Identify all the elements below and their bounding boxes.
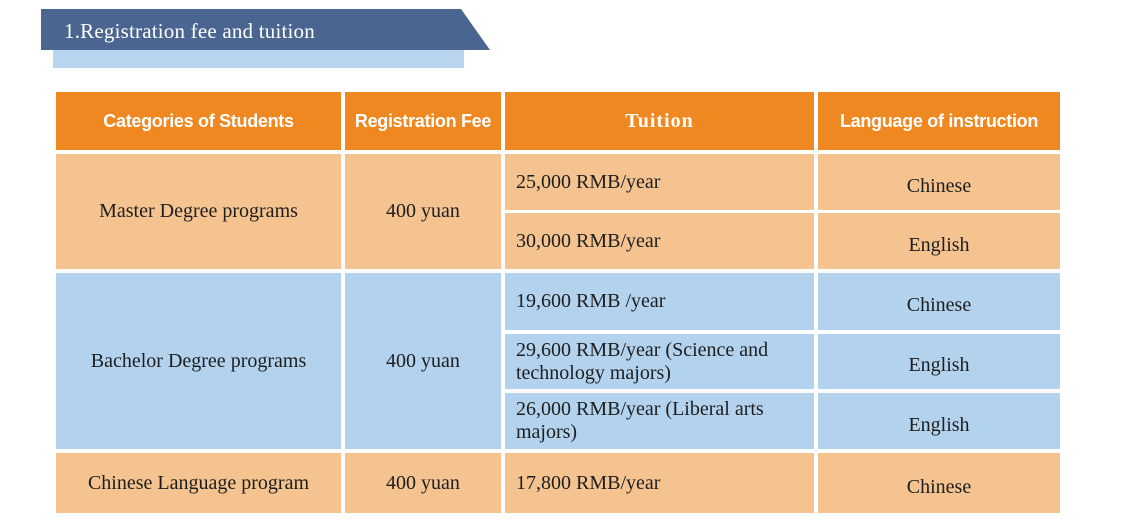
tuition-bachelor-science: 29,600 RMB/year (Science and technology …	[505, 334, 814, 389]
tuition-bachelor-liberal-arts: 26,000 RMB/year (Liberal arts majors)	[505, 393, 814, 449]
section-title: 1.Registration fee and tuition	[64, 19, 315, 43]
header-language: Language of instruction	[818, 92, 1060, 150]
category-chinese-language: Chinese Language program	[56, 453, 341, 513]
registration-fee-chinese-language: 400 yuan	[345, 453, 501, 513]
tuition-chinese-language: 17,800 RMB/year	[505, 453, 814, 513]
section-underline	[53, 50, 464, 68]
tuition-bachelor-chinese: 19,600 RMB /year	[505, 273, 814, 330]
header-registration-fee: Registration Fee	[345, 92, 501, 150]
registration-fee-master: 400 yuan	[345, 154, 501, 269]
header-category: Categories of Students	[56, 92, 341, 150]
language-chinese-language: Chinese	[818, 453, 1060, 513]
language-master-english: English	[818, 213, 1060, 269]
tuition-master-chinese: 25,000 RMB/year	[505, 154, 814, 210]
language-master-chinese: Chinese	[818, 154, 1060, 210]
section-title-banner: 1.Registration fee and tuition	[41, 9, 490, 50]
category-master: Master Degree programs	[56, 154, 341, 269]
language-bachelor-science: English	[818, 334, 1060, 389]
tuition-master-english: 30,000 RMB/year	[505, 213, 814, 269]
language-bachelor-chinese: Chinese	[818, 273, 1060, 330]
category-bachelor: Bachelor Degree programs	[56, 273, 341, 449]
language-bachelor-liberal-arts: English	[818, 393, 1060, 449]
registration-fee-bachelor: 400 yuan	[345, 273, 501, 449]
header-tuition: Tuition	[505, 92, 814, 150]
